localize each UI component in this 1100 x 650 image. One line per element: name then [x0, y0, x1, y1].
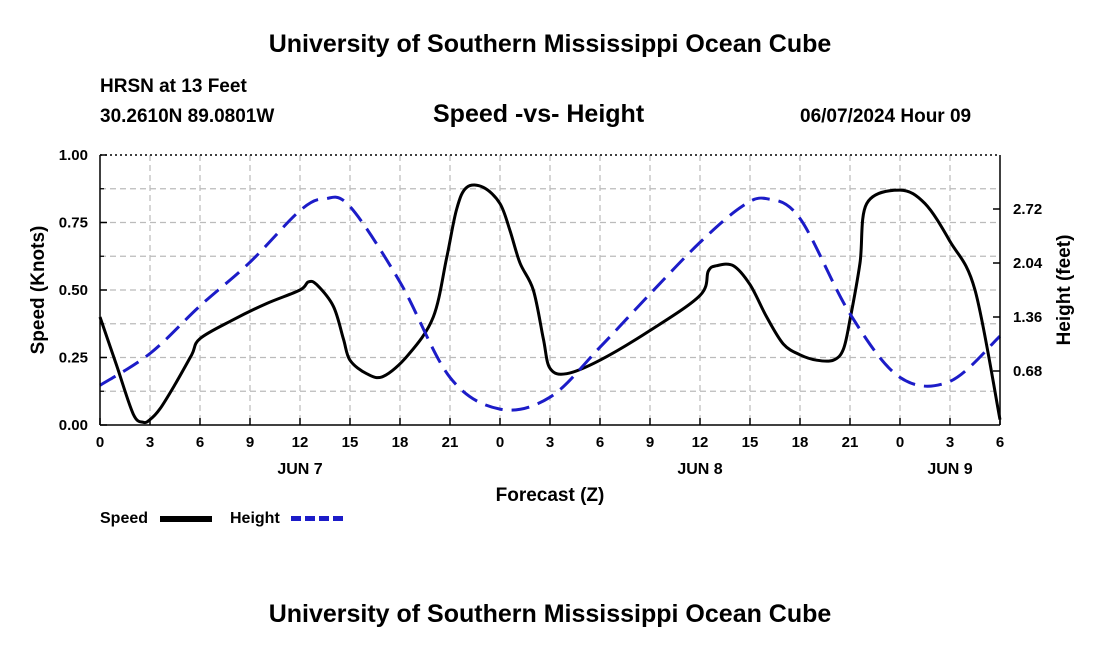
y-tick-label: 0.00: [59, 417, 88, 434]
x-axis-label: Forecast (Z): [496, 485, 605, 506]
y-tick-label: 0.75: [59, 215, 88, 232]
x-tick-label: 3: [546, 434, 554, 451]
date-label: JUN 9: [927, 461, 972, 478]
page-title: University of Southern Mississippi Ocean…: [268, 30, 832, 58]
axes-layer: [99, 154, 1001, 426]
y-tick-label: 1.00: [59, 147, 88, 164]
date-label: JUN 8: [677, 461, 722, 478]
date-label: JUN 7: [277, 461, 322, 478]
x-tick-label: 6: [596, 434, 604, 451]
station-coordinates: 30.2610N 89.0801W: [100, 106, 275, 127]
x-tick-label: 15: [742, 434, 759, 451]
height-series-line: [99, 195, 1002, 412]
x-tick-label: 12: [692, 434, 709, 451]
y2-tick-label: 2.72: [1013, 201, 1042, 218]
x-tick-label: 3: [946, 434, 954, 451]
legend-height-swatch: [291, 516, 343, 521]
x-tick-label: 18: [392, 434, 409, 451]
speed-series-line: [98, 183, 1002, 425]
x-tick-label: 21: [442, 434, 459, 451]
x-tick-label: 9: [646, 434, 654, 451]
legend-speed-swatch: [160, 516, 212, 522]
y2-axis-label: Height (feet): [1054, 235, 1075, 346]
station-label: HRSN at 13 Feet: [100, 76, 247, 97]
x-tick-label: 15: [342, 434, 359, 451]
chart-title: Speed -vs- Height: [433, 100, 645, 128]
x-tick-label: 21: [842, 434, 859, 451]
y2-tick-label: 1.36: [1013, 309, 1042, 326]
x-tick-label: 12: [292, 434, 309, 451]
legend-height-label: Height: [230, 510, 280, 527]
y-tick-label: 0.50: [59, 282, 88, 299]
legend-speed-label: Speed: [100, 510, 149, 527]
x-tick-label: 0: [896, 434, 904, 451]
footer-title: University of Southern Mississippi Ocean…: [268, 600, 832, 628]
grid-layer: [100, 155, 1000, 425]
y-axis-label: Speed (Knots): [28, 226, 49, 355]
x-tick-label: 6: [196, 434, 204, 451]
x-tick-label: 0: [496, 434, 504, 451]
x-tick-label: 3: [146, 434, 154, 451]
tick-labels-layer: 0 3 6 9 12 15 18 21 0 3 6 9 12 15 18 21 0 3 6 JUN 7 JUN 8 JUN…: [59, 147, 1043, 478]
x-tick-label: 9: [246, 434, 254, 451]
x-tick-label: 18: [792, 434, 809, 451]
forecast-datetime: 06/07/2024 Hour 09: [800, 106, 972, 127]
x-tick-label: 6: [996, 434, 1004, 451]
y2-tick-label: 0.68: [1013, 363, 1042, 380]
y2-tick-label: 2.04: [1013, 255, 1043, 272]
y-tick-label: 0.25: [59, 350, 88, 367]
x-tick-label: 0: [96, 434, 104, 451]
series-layer: [98, 183, 1002, 425]
